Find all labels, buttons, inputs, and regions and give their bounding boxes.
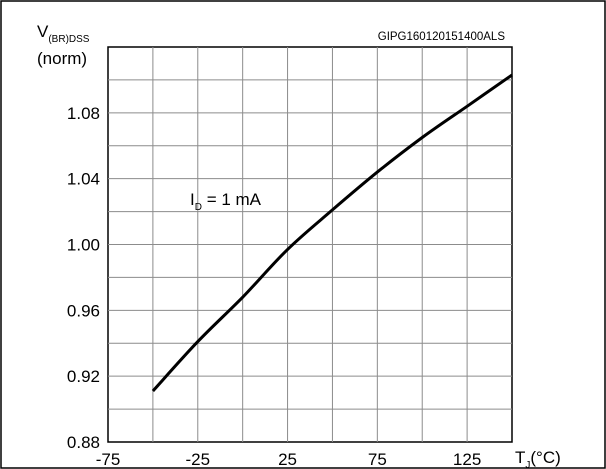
x-tick-label: -25	[185, 450, 210, 469]
annotation-sub: D	[195, 202, 202, 213]
y-tick-label: 1.04	[67, 170, 100, 189]
x-axis-title: TJ(°C)	[515, 448, 561, 469]
grid	[108, 47, 512, 442]
current-annotation: ID = 1 mA	[190, 190, 262, 213]
y-tick-label: 0.92	[67, 367, 100, 386]
x-tick-label: 25	[278, 450, 297, 469]
annotation-rest: = 1 mA	[202, 190, 262, 209]
series-line	[151, 73, 513, 393]
y-axis-title-main: V	[37, 22, 49, 41]
x-tick-label: 75	[368, 450, 387, 469]
y-axis-title-line2: (norm)	[37, 49, 87, 68]
x-axis-title-sub: J	[525, 460, 530, 469]
y-tick-label: 0.96	[67, 301, 100, 320]
x-tick-label: 125	[453, 450, 481, 469]
chart-id-code: GIPG160120151400ALS	[378, 31, 506, 43]
x-axis-title-unit: (°C)	[530, 448, 560, 467]
series-layer	[151, 73, 513, 393]
y-tick-label: 1.08	[67, 104, 100, 123]
y-axis-title: V(BR)DSS	[37, 22, 90, 45]
x-axis-title-main: T	[515, 448, 525, 467]
y-axis-title-sub: (BR)DSS	[48, 34, 89, 45]
y-tick-label: 1.00	[67, 236, 100, 255]
x-tick-label: -75	[96, 450, 121, 469]
annotation-main: I	[190, 190, 195, 209]
y-tick-label: 0.88	[67, 433, 100, 452]
tick-labels: -75 -25 25 75 125 0.88 0.92 0.96 1.00 1.04 1.08	[67, 104, 481, 469]
